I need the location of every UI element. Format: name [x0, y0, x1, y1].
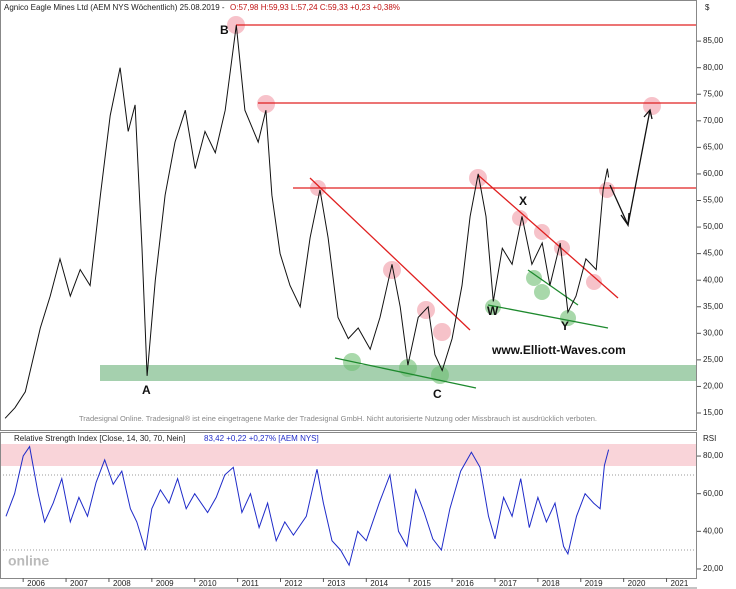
- x-tick-label: 2006: [27, 579, 45, 588]
- y-tick-label: 40,00: [703, 275, 724, 284]
- rsi-title: Relative Strength Index [Close, 14, 30, …: [14, 434, 185, 443]
- resistance-lines: [236, 24, 697, 331]
- chart-title: Agnico Eagle Mines Ltd (AEM NYS Wöchentl…: [4, 3, 225, 12]
- y-tick-label: 55,00: [703, 196, 724, 205]
- forecast-arrows: [609, 108, 653, 228]
- x-tick-label: 2015: [413, 579, 431, 588]
- x-tick-label: 2013: [327, 579, 345, 588]
- y-tick-label: 45,00: [703, 249, 724, 258]
- overbought-zone: [0, 444, 697, 466]
- x-tick-label: 2011: [242, 579, 260, 588]
- y-tick-label: 20,00: [703, 564, 724, 573]
- quote: O:57,98 H:59,93 L:57,24 C:59,33 +0,23 +0…: [230, 3, 400, 12]
- x-tick-label: 2020: [628, 579, 646, 588]
- y-tick-label: 85,00: [703, 36, 724, 45]
- y-tick-label: 60,00: [703, 489, 724, 498]
- wave-label: C: [433, 387, 442, 401]
- wave-label: W: [487, 304, 499, 318]
- y-unit: RSI: [703, 434, 716, 443]
- y-tick-label: 20,00: [703, 382, 724, 391]
- support-lines: [334, 269, 609, 389]
- y-tick-label: 40,00: [703, 526, 724, 535]
- rsi-quote: 83,42 +0,22 +0,27% [AEM NYS]: [204, 434, 319, 443]
- support-zone: [100, 365, 697, 381]
- series-line: [4, 25, 610, 419]
- website: www.Elliott-Waves.com: [491, 343, 626, 357]
- y-tick-label: 80,00: [703, 63, 724, 72]
- y-tick-label: 70,00: [703, 116, 724, 125]
- x-tick-label: 2016: [456, 579, 474, 588]
- y-tick-label: 35,00: [703, 302, 724, 311]
- x-tick-label: 2018: [542, 579, 560, 588]
- y-tick-label: 75,00: [703, 89, 724, 98]
- series-line: [5, 445, 610, 567]
- x-tick-label: 2017: [499, 579, 517, 588]
- wave-label: A: [142, 383, 151, 397]
- y-tick-label: 15,00: [703, 408, 724, 417]
- x-tick-label: 2008: [113, 579, 131, 588]
- x-tick-label: 2007: [70, 579, 88, 588]
- frames: [0, 0, 697, 589]
- x-tick-label: 2012: [285, 579, 303, 588]
- x-tick-label: 2009: [156, 579, 174, 588]
- disclaimer: Tradesignal Online. Tradesignal® ist ein…: [79, 414, 597, 423]
- y-tick-label: 25,00: [703, 355, 724, 364]
- watermark: online: [8, 553, 49, 569]
- y-tick-label: 60,00: [703, 169, 724, 178]
- y-unit: $: [705, 3, 710, 12]
- wave-label: X: [519, 194, 527, 208]
- x-tick-label: 2010: [199, 579, 217, 588]
- y-tick-label: 30,00: [703, 328, 724, 337]
- wave-label: B: [220, 23, 229, 37]
- wave-label: Y: [561, 319, 569, 333]
- x-tick-label: 2019: [585, 579, 603, 588]
- x-tick-label: 2021: [671, 579, 689, 588]
- y-tick-label: 65,00: [703, 142, 724, 151]
- y-tick-label: 50,00: [703, 222, 724, 231]
- y-tick-label: 80,00: [703, 451, 724, 460]
- x-tick-label: 2014: [370, 579, 388, 588]
